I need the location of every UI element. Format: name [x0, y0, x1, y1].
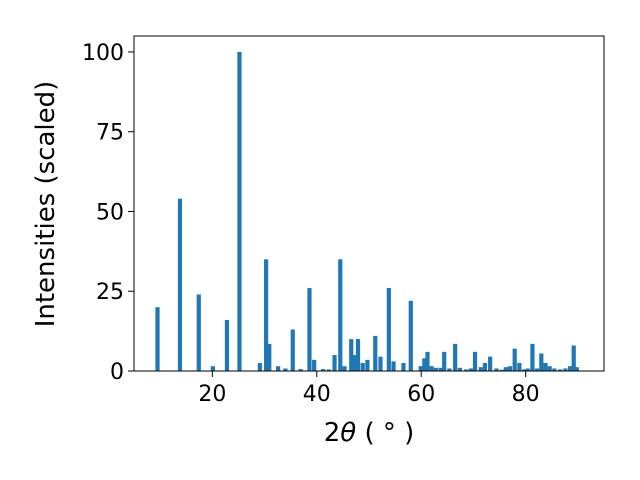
bar: [457, 367, 462, 371]
bar: [257, 363, 262, 371]
bar: [155, 307, 160, 371]
x-tick-label: 80: [512, 382, 540, 407]
bar: [525, 368, 530, 371]
y-tick-label: 0: [110, 360, 124, 385]
bar: [365, 359, 370, 371]
bar: [442, 351, 447, 371]
bar: [307, 288, 312, 371]
y-axis: 0 25 50 75 100: [82, 41, 134, 385]
bar: [429, 366, 434, 371]
bar: [237, 51, 242, 371]
bar: [574, 367, 579, 371]
bar: [552, 368, 557, 371]
bar: [196, 294, 201, 371]
bar: [464, 369, 469, 371]
bar: [488, 356, 493, 371]
bar: [391, 361, 396, 371]
bar: [360, 363, 365, 371]
bar: [373, 335, 378, 371]
x-tick-label: 40: [303, 382, 331, 407]
bar: [447, 368, 452, 371]
bar: [378, 356, 383, 371]
bar: [276, 366, 281, 371]
bar: [563, 368, 568, 371]
bar: [264, 259, 269, 371]
bar: [283, 368, 288, 371]
bar: [494, 368, 499, 371]
bar: [547, 366, 552, 371]
bar: [352, 355, 357, 371]
bar: [332, 355, 337, 371]
bar: [224, 319, 230, 371]
bar: [499, 369, 504, 371]
bar: [210, 366, 215, 371]
bar: [478, 367, 483, 371]
bar: [433, 367, 438, 371]
bar: [517, 363, 522, 371]
bar: [342, 366, 347, 371]
x-axis-label: 2θ ( ° ): [324, 418, 415, 448]
y-tick-label: 50: [96, 200, 124, 225]
bar: [401, 363, 406, 371]
bar: [558, 369, 563, 371]
y-tick-label: 100: [82, 41, 124, 66]
bar: [482, 363, 488, 371]
bar: [543, 363, 548, 371]
bar: [468, 368, 473, 371]
bar: [453, 343, 458, 371]
bar: [349, 339, 354, 371]
bar: [567, 366, 573, 371]
x-axis: 20 40 60 80: [198, 371, 540, 407]
bar: [338, 259, 343, 371]
bar: [326, 369, 331, 371]
bar: [267, 343, 272, 371]
bar: [438, 367, 443, 371]
bar: [177, 198, 183, 371]
plot-frame: [133, 35, 605, 372]
bars-group: [155, 51, 579, 371]
bar: [425, 351, 430, 371]
x-tick-label: 20: [198, 382, 226, 407]
bar: [386, 288, 391, 371]
bar: [539, 353, 544, 371]
y-axis-label: Intensities (scaled): [31, 81, 61, 328]
bar: [408, 300, 413, 371]
bar: [312, 359, 317, 371]
bar: [472, 351, 478, 371]
bar: [298, 369, 303, 371]
bar: [530, 343, 535, 371]
bar: [320, 369, 326, 371]
bar: [507, 366, 513, 371]
bar: [503, 367, 508, 371]
bar: [522, 369, 527, 371]
bar: [535, 368, 540, 371]
bar: [422, 358, 427, 371]
x-tick-label: 60: [407, 382, 435, 407]
bar: [512, 348, 517, 371]
y-tick-label: 25: [96, 280, 124, 305]
bar: [571, 345, 576, 371]
bar: [290, 329, 295, 371]
bar: [418, 366, 423, 371]
bar: [355, 339, 361, 371]
y-tick-label: 75: [96, 121, 124, 146]
